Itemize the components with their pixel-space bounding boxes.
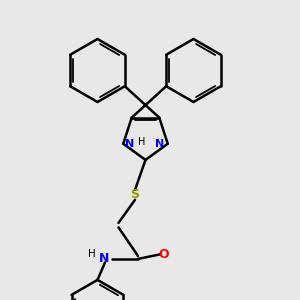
Text: N: N <box>99 252 109 265</box>
Text: O: O <box>158 248 169 261</box>
Text: H: H <box>138 137 146 147</box>
Text: N: N <box>155 139 164 149</box>
Text: S: S <box>130 188 140 201</box>
Text: H: H <box>88 249 96 260</box>
Text: N: N <box>125 139 134 149</box>
